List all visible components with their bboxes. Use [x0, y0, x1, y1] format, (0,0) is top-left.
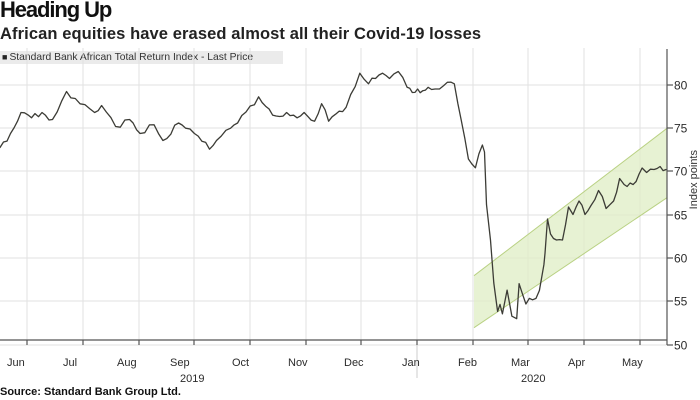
svg-text:65: 65 — [674, 209, 688, 223]
svg-text:60: 60 — [674, 252, 688, 266]
svg-text:75: 75 — [674, 122, 688, 136]
svg-text:50: 50 — [674, 339, 688, 353]
svg-text:55: 55 — [674, 295, 688, 309]
svg-text:80: 80 — [674, 79, 688, 93]
svg-text:70: 70 — [674, 165, 688, 179]
